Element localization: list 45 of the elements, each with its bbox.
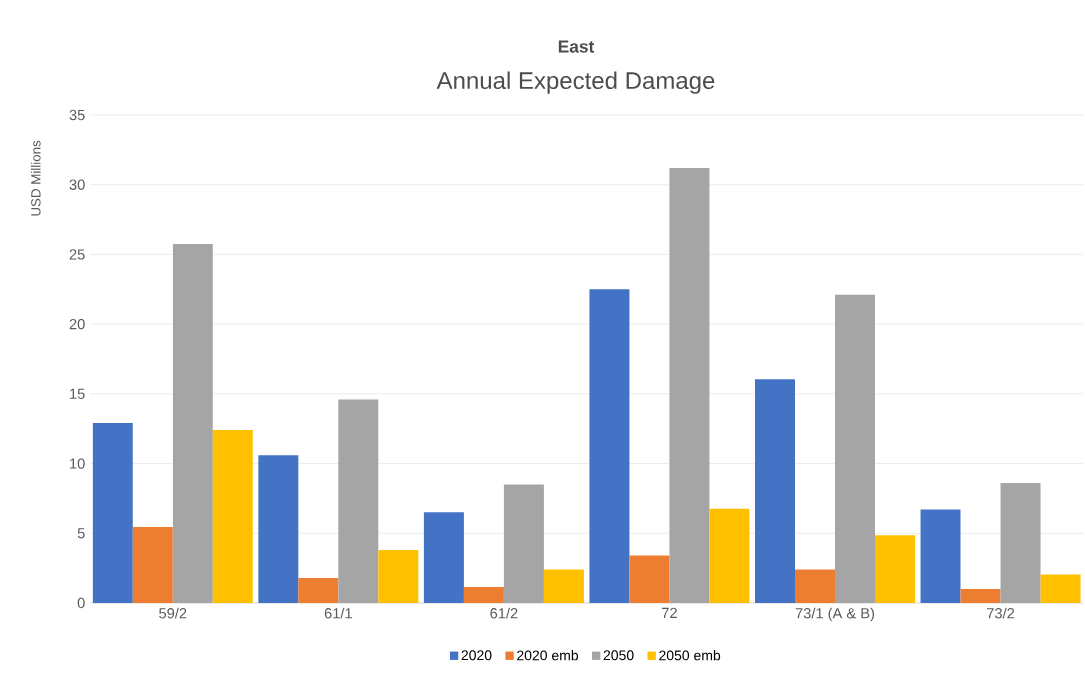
bar xyxy=(755,379,795,603)
y-tick-label: 20 xyxy=(69,318,85,330)
y-tick-label: 30 xyxy=(69,179,85,190)
bar xyxy=(338,399,379,603)
x-tick-label: 61/1 xyxy=(324,607,352,619)
legend-label: 2020 emb xyxy=(517,650,579,661)
bar xyxy=(543,569,584,603)
x-tick-label: 73/2 xyxy=(987,607,1015,619)
bar xyxy=(132,527,173,603)
x-tick-label: 59/2 xyxy=(159,607,187,619)
x-tick-label: 73/1 (A & B) xyxy=(795,607,875,622)
y-tick-label: 25 xyxy=(69,249,85,260)
y-tick-label: 0 xyxy=(77,597,85,609)
bar xyxy=(378,550,419,603)
bar xyxy=(503,484,544,603)
x-tick-label: 72 xyxy=(662,607,677,618)
bar xyxy=(258,455,299,603)
y-tick-label: 15 xyxy=(70,388,85,399)
bar xyxy=(423,512,464,603)
bar xyxy=(212,430,253,603)
legend-label: 2050 xyxy=(603,650,634,661)
bar xyxy=(960,589,1001,603)
y-tick-label: 5 xyxy=(77,528,85,539)
y-tick-label: 10 xyxy=(70,458,85,469)
bar xyxy=(709,508,750,603)
bar xyxy=(795,569,835,603)
y-tick-label: 35 xyxy=(69,109,85,121)
bar xyxy=(875,535,915,603)
bar xyxy=(298,577,339,603)
bar xyxy=(1000,483,1041,603)
bar xyxy=(629,555,670,603)
bar xyxy=(834,294,875,603)
chart-title: East xyxy=(558,40,595,53)
bar xyxy=(1040,574,1081,603)
y-axis-title: USD Millions xyxy=(30,140,41,216)
bar xyxy=(669,167,710,603)
bar xyxy=(920,509,961,603)
bar xyxy=(172,243,213,603)
legend-label: 2050 emb xyxy=(659,650,721,661)
chart-subtitle: Annual Expected Damage xyxy=(436,71,715,94)
x-tick-label: 61/2 xyxy=(490,607,518,619)
bar xyxy=(92,423,133,603)
bar xyxy=(589,289,630,603)
bar xyxy=(463,586,504,603)
legend-label: 2020 xyxy=(461,650,492,661)
